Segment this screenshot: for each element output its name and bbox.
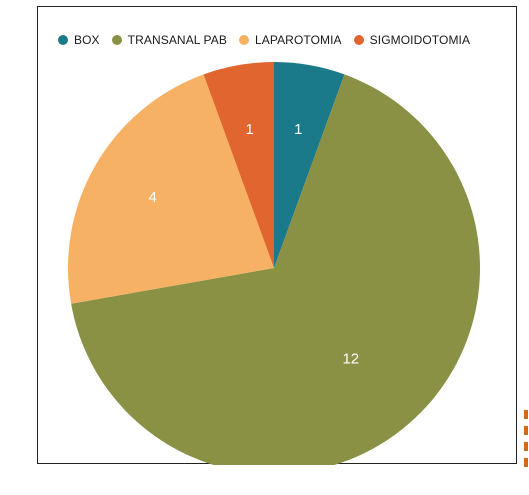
legend-label-sigmoidotomia: SIGMOIDOTOMIA <box>369 33 471 47</box>
pie-chart: 1 12 4 1 <box>68 62 480 465</box>
edge-mark <box>524 410 528 419</box>
pie-slice-sigmoidotomia[interactable] <box>203 62 274 268</box>
legend-swatch-box <box>58 35 68 45</box>
edge-mark <box>524 442 528 451</box>
legend: BOX TRANSANAL PAB LAPAROTOMIA SIGMOIDOTO… <box>58 32 470 48</box>
pie-slices <box>68 62 480 465</box>
legend-item-sigmoidotomia[interactable]: SIGMOIDOTOMIA <box>353 33 471 47</box>
legend-label-laparotomia: LAPAROTOMIA <box>254 33 342 47</box>
legend-swatch-sigmoidotomia <box>353 35 364 45</box>
pie-data-labels: 1 12 4 1 <box>149 121 360 367</box>
edge-decoration <box>524 410 529 474</box>
data-label-laparotomia: 4 <box>149 189 157 206</box>
legend-item-transanal-pab[interactable]: TRANSANAL PAB <box>111 33 227 47</box>
chart-frame: BOX TRANSANAL PAB LAPAROTOMIA SIGMOIDOTO… <box>37 6 517 465</box>
data-label-box: 1 <box>294 121 302 138</box>
legend-label-box: BOX <box>74 33 100 47</box>
edge-mark <box>524 426 528 435</box>
legend-item-box[interactable]: BOX <box>58 33 100 47</box>
legend-swatch-transanal-pab <box>111 35 122 45</box>
pie-slice-box[interactable] <box>274 62 345 268</box>
data-label-sigmoidotomia: 1 <box>246 121 254 138</box>
data-label-transanal-pab: 12 <box>342 350 359 367</box>
edge-mark <box>524 458 528 467</box>
legend-item-laparotomia[interactable]: LAPAROTOMIA <box>238 33 342 47</box>
pie-slice-transanal-pab[interactable] <box>71 74 480 465</box>
legend-swatch-laparotomia <box>238 35 249 45</box>
legend-label-transanal-pab: TRANSANAL PAB <box>127 33 227 47</box>
pie-slice-laparotomia[interactable] <box>68 74 274 304</box>
